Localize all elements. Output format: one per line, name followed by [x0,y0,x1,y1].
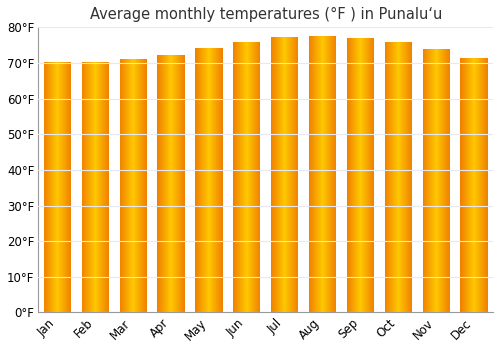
Title: Average monthly temperatures (°F ) in Punaluʻu: Average monthly temperatures (°F ) in Pu… [90,7,442,22]
